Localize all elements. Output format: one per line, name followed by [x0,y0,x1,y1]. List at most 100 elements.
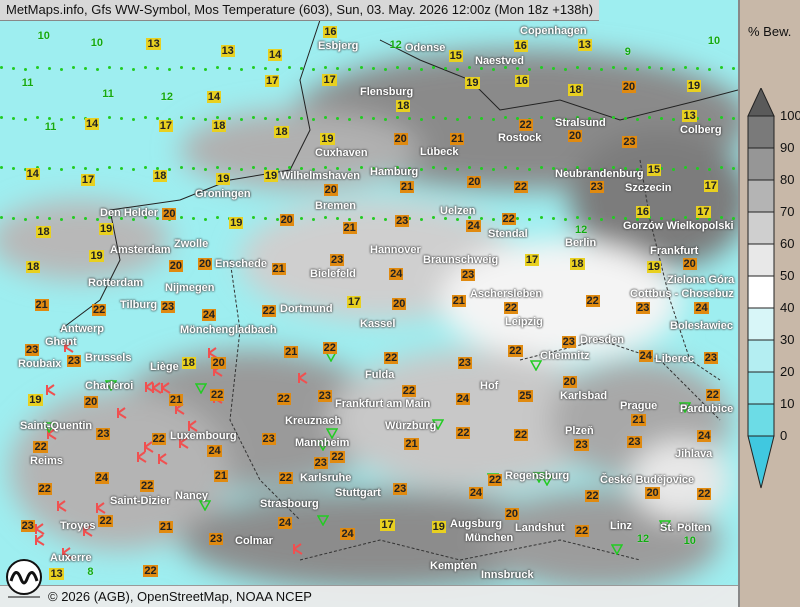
temperature-value: 10 [90,37,103,50]
temperature-value: 20 [621,81,637,94]
city-label: Braunschweig [423,254,499,266]
rain-dot-icon [108,66,111,69]
rain-dot-icon [72,216,75,219]
rain-dot-icon [36,216,39,219]
city-label: Nancy [175,490,209,502]
rain-dot-icon [636,118,639,121]
temperature-value: 17 [524,253,540,266]
rain-dot-icon [564,168,567,171]
city-label: Pardubice [680,403,734,415]
city-label: Stuttgart [335,487,381,499]
temperature-value: 24 [340,528,355,541]
temperature-value: 22 [697,488,712,501]
temperature-value: 23 [96,427,111,440]
temperature-value: 22 [488,474,503,487]
rain-dot-icon [540,116,543,119]
city-label: Rostock [498,132,542,144]
rain-dot-icon [444,117,447,120]
rain-dot-icon [132,218,135,221]
city-label: Neubrandenburg [555,168,644,180]
thunderstorm-icon [116,407,127,419]
rain-dot-icon [108,166,111,169]
city-label: Liège [150,361,179,373]
temperature-value: 24 [468,487,484,500]
temperature-value: 20 [83,396,99,409]
rain-dot-icon [408,217,411,220]
temperature-value: 18 [153,169,168,182]
temperature-value: 14 [206,90,222,103]
temperature-value: 23 [329,253,345,266]
temperature-value: 20 [198,257,213,270]
temperature-value: 23 [589,181,604,194]
city-label: Aschersleben [470,288,543,300]
city-label: Innsbruck [481,569,534,581]
city-label: Leipzig [505,316,543,328]
rain-dot-icon [168,218,171,221]
temperature-value: 10 [707,35,721,48]
rain-dot-icon [456,68,459,71]
thunderstorm-icon [160,381,171,394]
temperature-value: 14 [25,168,40,181]
temperature-value: 16 [323,26,338,39]
city-label: Hof [480,380,499,392]
rain-dot-icon [732,167,735,170]
rain-dot-icon [468,116,471,119]
temperature-value: 22 [513,181,528,194]
rain-dot-icon [432,166,435,169]
legend-tick: 100 [780,108,800,123]
weather-map[interactable]: Esbjerg Odense Naestved Copenhagen Flensburg… [0,0,738,607]
rain-dot-icon [372,117,375,120]
rain-dot-icon [732,67,735,70]
rain-dot-icon [552,117,555,120]
rain-dot-icon [276,218,279,221]
temperature-value: 22 [503,301,519,314]
temperature-value: 23 [561,336,576,349]
rain-dot-icon [228,167,231,170]
rain-dot-icon [564,118,567,121]
city-label: Berlin [565,237,597,249]
temperature-value: 25 [518,389,533,402]
rain-dot-icon [348,168,351,171]
rain-dot-icon [264,67,267,70]
city-label: Colmar [235,535,273,547]
rain-dot-icon [60,218,63,221]
city-label: Bielefeld [310,268,356,280]
rain-dot-icon [648,66,651,69]
rain-dot-icon [300,167,303,170]
rain-dot-icon [564,68,567,71]
thunderstorm-icon [158,453,168,466]
rain-dot-icon [312,168,315,171]
city-label: Bolesławiec [670,320,733,332]
city-label: Esbjerg [318,40,359,52]
city-label: Bremen [315,200,356,212]
rain-dot-icon [456,118,459,121]
rain-dot-icon [324,116,327,119]
rain-dot-icon [252,166,255,169]
temperature-value: 20 [392,298,407,311]
rain-dot-icon [612,116,615,119]
shower-icon [325,427,338,439]
temperature-value: 12 [160,91,174,104]
temperature-value: 23 [636,301,651,314]
rain-dot-icon [84,167,87,170]
temperature-value: 22 [585,294,600,307]
rain-dot-icon [24,118,27,121]
rain-dot-icon [192,167,195,170]
temperature-value: 21 [399,180,415,193]
temperature-value: 13 [682,110,697,123]
temperature-value: 21 [213,470,228,483]
city-label: Antwerp [60,323,104,335]
temperature-value: 18 [36,225,51,238]
thunderstorm-icon [45,383,56,396]
city-label: Würzburg [385,420,437,432]
rain-dot-icon [504,66,507,69]
temperature-value: 18 [570,258,585,271]
temperature-value: 20 [568,130,583,143]
rain-dot-icon [204,168,207,171]
city-label: Stendal [488,228,528,240]
rain-dot-icon [180,166,183,169]
city-label: Amsterdam [110,244,171,256]
rain-dot-icon [504,166,507,169]
rain-dot-icon [432,216,435,219]
rain-dot-icon [516,117,519,120]
